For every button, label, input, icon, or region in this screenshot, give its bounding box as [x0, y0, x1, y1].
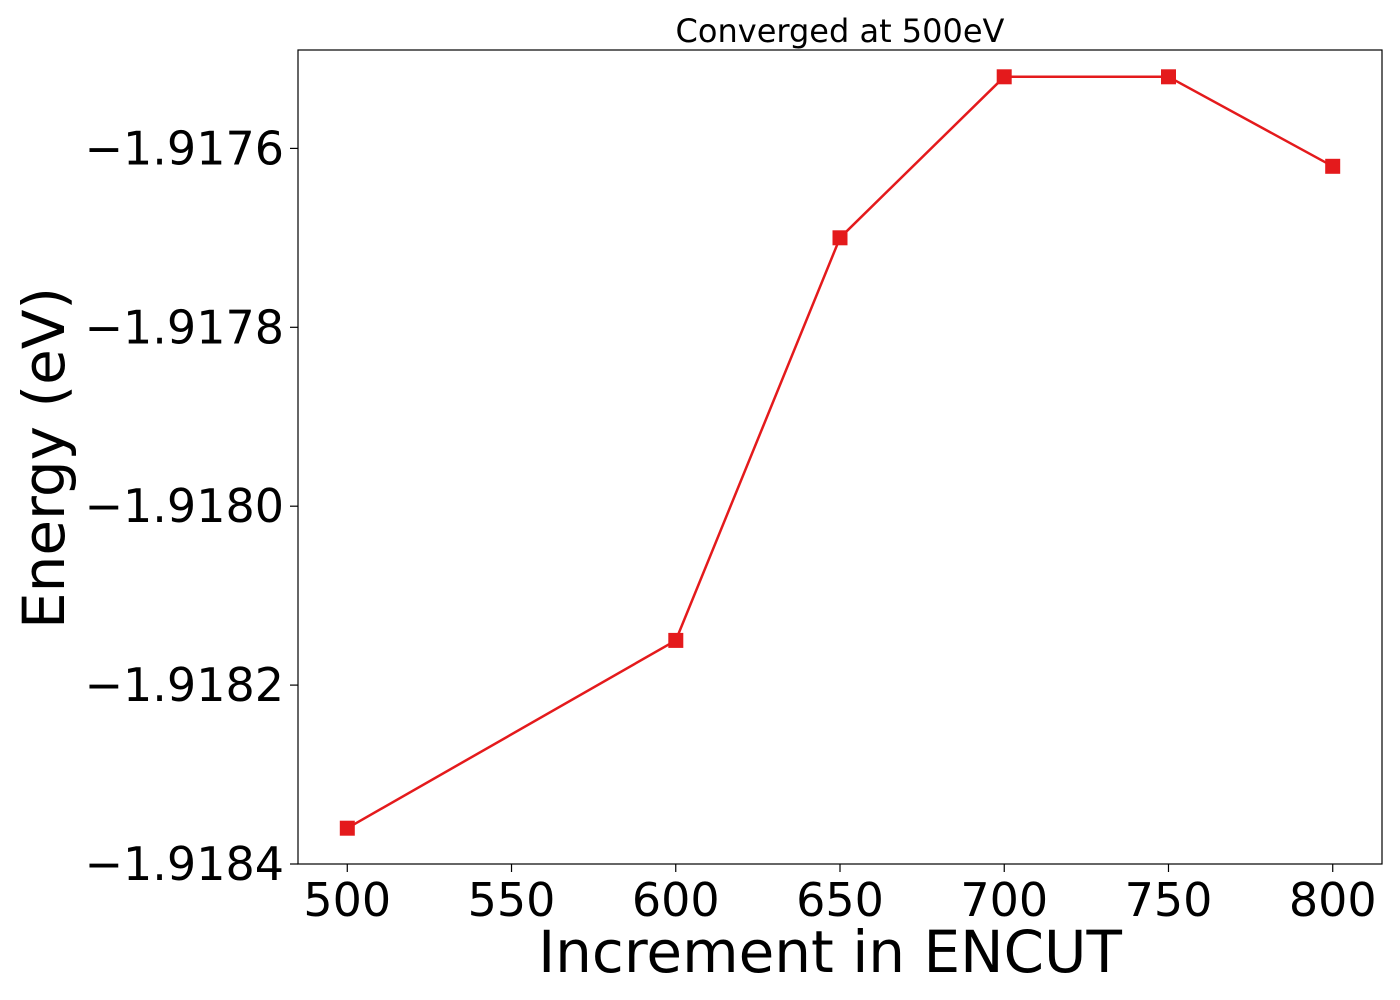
x-tick-label: 550 — [468, 873, 556, 927]
y-axis-ticks: −1.9184 −1.9182 −1.9180 −1.9178 −1.9176 — [85, 121, 298, 891]
data-point-marker — [832, 230, 848, 246]
series-layer — [339, 69, 1341, 836]
y-axis-label: Energy (eV) — [10, 287, 78, 629]
data-point-marker — [1325, 158, 1341, 174]
y-tick-label: −1.9182 — [85, 658, 285, 712]
y-tick-label: −1.9180 — [85, 479, 285, 533]
data-point-marker — [996, 69, 1012, 85]
x-tick-label: 600 — [632, 873, 720, 927]
y-tick-label: −1.9178 — [85, 300, 285, 354]
x-tick-label: 650 — [796, 873, 884, 927]
x-tick-label: 700 — [960, 873, 1048, 927]
x-tick-label: 500 — [303, 873, 391, 927]
chart-title: Converged at 500eV — [676, 12, 1005, 50]
series-line — [346, 75, 1334, 830]
y-tick-label: −1.9176 — [85, 121, 285, 175]
x-tick-label: 750 — [1125, 873, 1213, 927]
x-axis-ticks: 500 550 600 650 700 750 800 — [303, 864, 1377, 927]
data-point-marker — [668, 632, 684, 648]
data-point-marker — [339, 820, 355, 836]
x-axis-label: Increment in ENCUT — [538, 918, 1122, 986]
data-point-marker — [1161, 69, 1176, 85]
y-tick-label: −1.9184 — [85, 837, 285, 891]
x-tick-label: 800 — [1289, 873, 1377, 927]
